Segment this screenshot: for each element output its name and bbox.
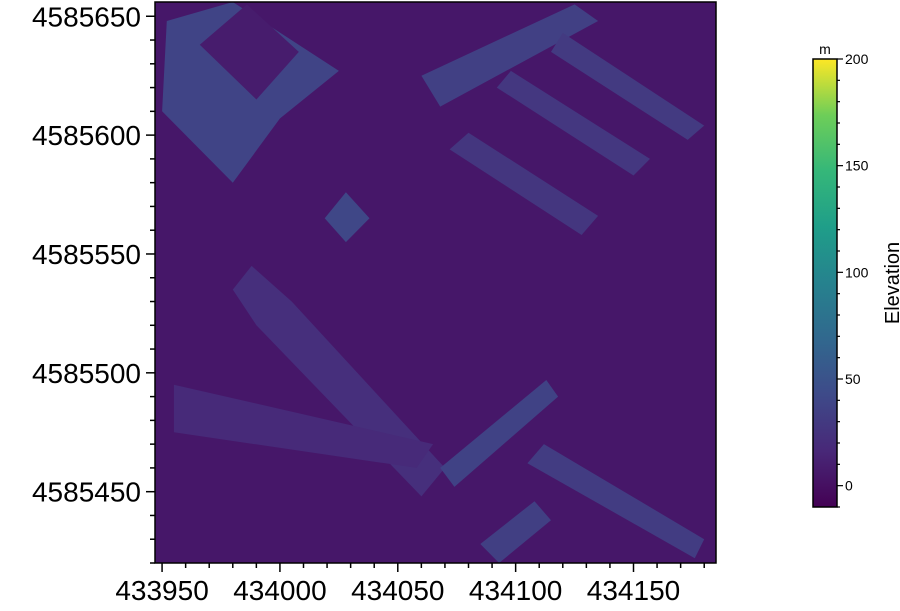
x-axis: 433950 434000 434050 434100 434150	[115, 563, 705, 606]
elevation-features	[162, 2, 705, 563]
building-3	[421, 4, 599, 107]
plot-frame	[154, 1, 717, 564]
colorbar-ticks: 0 50 100 150 200	[837, 51, 869, 508]
y-tick-label: 4585500	[32, 358, 141, 389]
building-7	[324, 192, 370, 243]
building-12	[480, 501, 551, 563]
building-6	[449, 132, 599, 235]
colorbar-tick-label: 50	[845, 371, 861, 387]
y-tick-label: 4585550	[32, 239, 141, 270]
y-tick-label: 4585650	[32, 1, 141, 32]
building-10	[440, 380, 559, 487]
x-tick-label: 434050	[351, 575, 444, 606]
y-axis: 4585450 4585500 4585550 4585600 4585650	[32, 1, 155, 564]
colorbar-tick-label: 100	[845, 264, 869, 280]
colorbar-tick-label: 200	[845, 51, 869, 67]
x-tick-label: 434100	[469, 575, 562, 606]
plot-area	[154, 1, 717, 564]
colorbar: 0 50 100 150 200 m Elevation	[812, 41, 900, 508]
y-tick-label: 4585600	[32, 120, 141, 151]
colorbar-bar	[812, 58, 838, 508]
colorbar-label: Elevation	[882, 242, 900, 324]
courtyard-2	[199, 4, 299, 100]
y-tick-label: 4585450	[32, 477, 141, 508]
colorbar-tick-label: 150	[845, 158, 869, 174]
x-tick-label: 434150	[587, 575, 680, 606]
building-11	[527, 444, 705, 559]
colorbar-tick-label: 0	[845, 478, 853, 494]
building-5	[496, 70, 650, 176]
x-tick-label: 433950	[115, 575, 208, 606]
building-4	[551, 32, 705, 140]
x-tick-label: 434000	[233, 575, 326, 606]
building-9	[173, 384, 434, 468]
colorbar-unit: m	[819, 41, 831, 57]
